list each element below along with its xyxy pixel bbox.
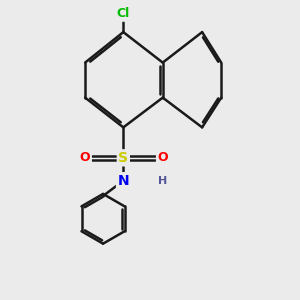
Text: H: H	[158, 176, 167, 186]
Text: N: N	[118, 174, 129, 188]
Text: O: O	[158, 151, 168, 164]
Text: Cl: Cl	[117, 7, 130, 20]
Text: S: S	[118, 151, 128, 165]
Text: O: O	[80, 151, 91, 164]
